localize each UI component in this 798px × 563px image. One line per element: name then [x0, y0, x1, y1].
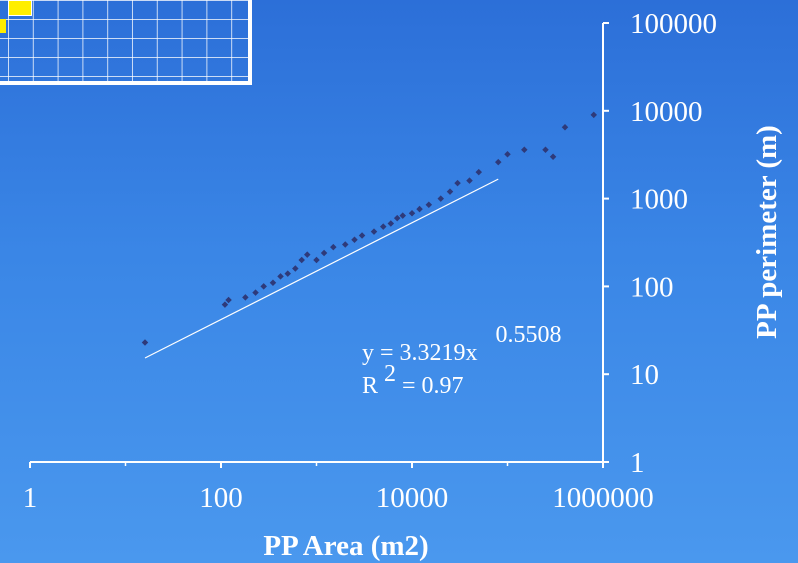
x-tick-label: 10000 [376, 482, 449, 514]
scatter-point [260, 283, 267, 290]
scatter-point [549, 153, 557, 160]
x-tick-label: 100 [199, 482, 243, 514]
equation-prefix: y = 3.3219x [362, 340, 478, 366]
equation-annotation: y = 3.3219x 0.5508 [362, 322, 562, 366]
scatter-point [358, 232, 366, 239]
y-tick-label: 100 [630, 271, 674, 303]
scatter-point [141, 339, 149, 346]
scatter-point [379, 223, 387, 230]
equation-exponent: 0.5508 [496, 322, 562, 348]
scatter-point [542, 146, 549, 154]
scatter-point [277, 273, 284, 280]
scatter-point [292, 265, 299, 272]
y-tick-label: 1000 [630, 184, 688, 216]
x-tick-label: 1 [23, 482, 38, 514]
scatter-point [466, 177, 473, 184]
scatter-point [330, 243, 337, 251]
scatter-point [252, 289, 259, 296]
scatter-point [298, 256, 305, 264]
scatter-point [416, 205, 423, 213]
scatter-point [590, 111, 597, 119]
x-axis-title: PP Area (m2) [263, 530, 428, 562]
scatter-point [303, 251, 311, 258]
scatter-point [242, 294, 249, 301]
scatter-point [320, 249, 328, 257]
scatter-point [504, 150, 511, 158]
axes-layer [29, 22, 609, 468]
scatter-point [425, 201, 433, 209]
scatter-point [221, 301, 229, 308]
scatter-point [561, 123, 569, 131]
scatter-point [284, 270, 292, 277]
trendline [144, 178, 499, 359]
scatter-point [370, 228, 378, 235]
scatter-point [521, 146, 528, 154]
y-tick-label: 100000 [630, 8, 717, 40]
y-tick-label: 1 [630, 447, 645, 479]
scatter-point [225, 296, 232, 304]
y-tick-label: 10000 [630, 96, 703, 128]
corner-highlight-cell [8, 0, 32, 16]
corner-table-fragment [0, 0, 252, 85]
r2-value: = 0.97 [402, 373, 464, 399]
scatter-point [408, 210, 416, 217]
scatter-point [351, 236, 358, 243]
r2-superscript: 2 [384, 361, 396, 387]
y-axis-title: PP perimeter (m) [751, 125, 783, 339]
scatter-point [341, 241, 349, 248]
scatter-point [393, 214, 401, 222]
x-tick-label: 1000000 [552, 482, 654, 514]
scatter-point [313, 256, 320, 264]
scatter-point [475, 168, 483, 176]
points-layer [141, 111, 597, 346]
scatter-point [399, 212, 406, 219]
scatter-point [387, 220, 395, 227]
r2-prefix: R [362, 373, 378, 399]
scatter-point [446, 188, 454, 195]
corner-highlight-cell-left [0, 19, 6, 33]
scatter-point [494, 158, 502, 166]
y-tick-label: 10 [630, 359, 659, 391]
scatter-point [454, 179, 461, 187]
scatter-point [269, 279, 277, 287]
trendline-layer [144, 178, 499, 359]
r-squared-annotation: R 2 = 0.97 [362, 361, 464, 399]
scatter-point [437, 195, 445, 202]
